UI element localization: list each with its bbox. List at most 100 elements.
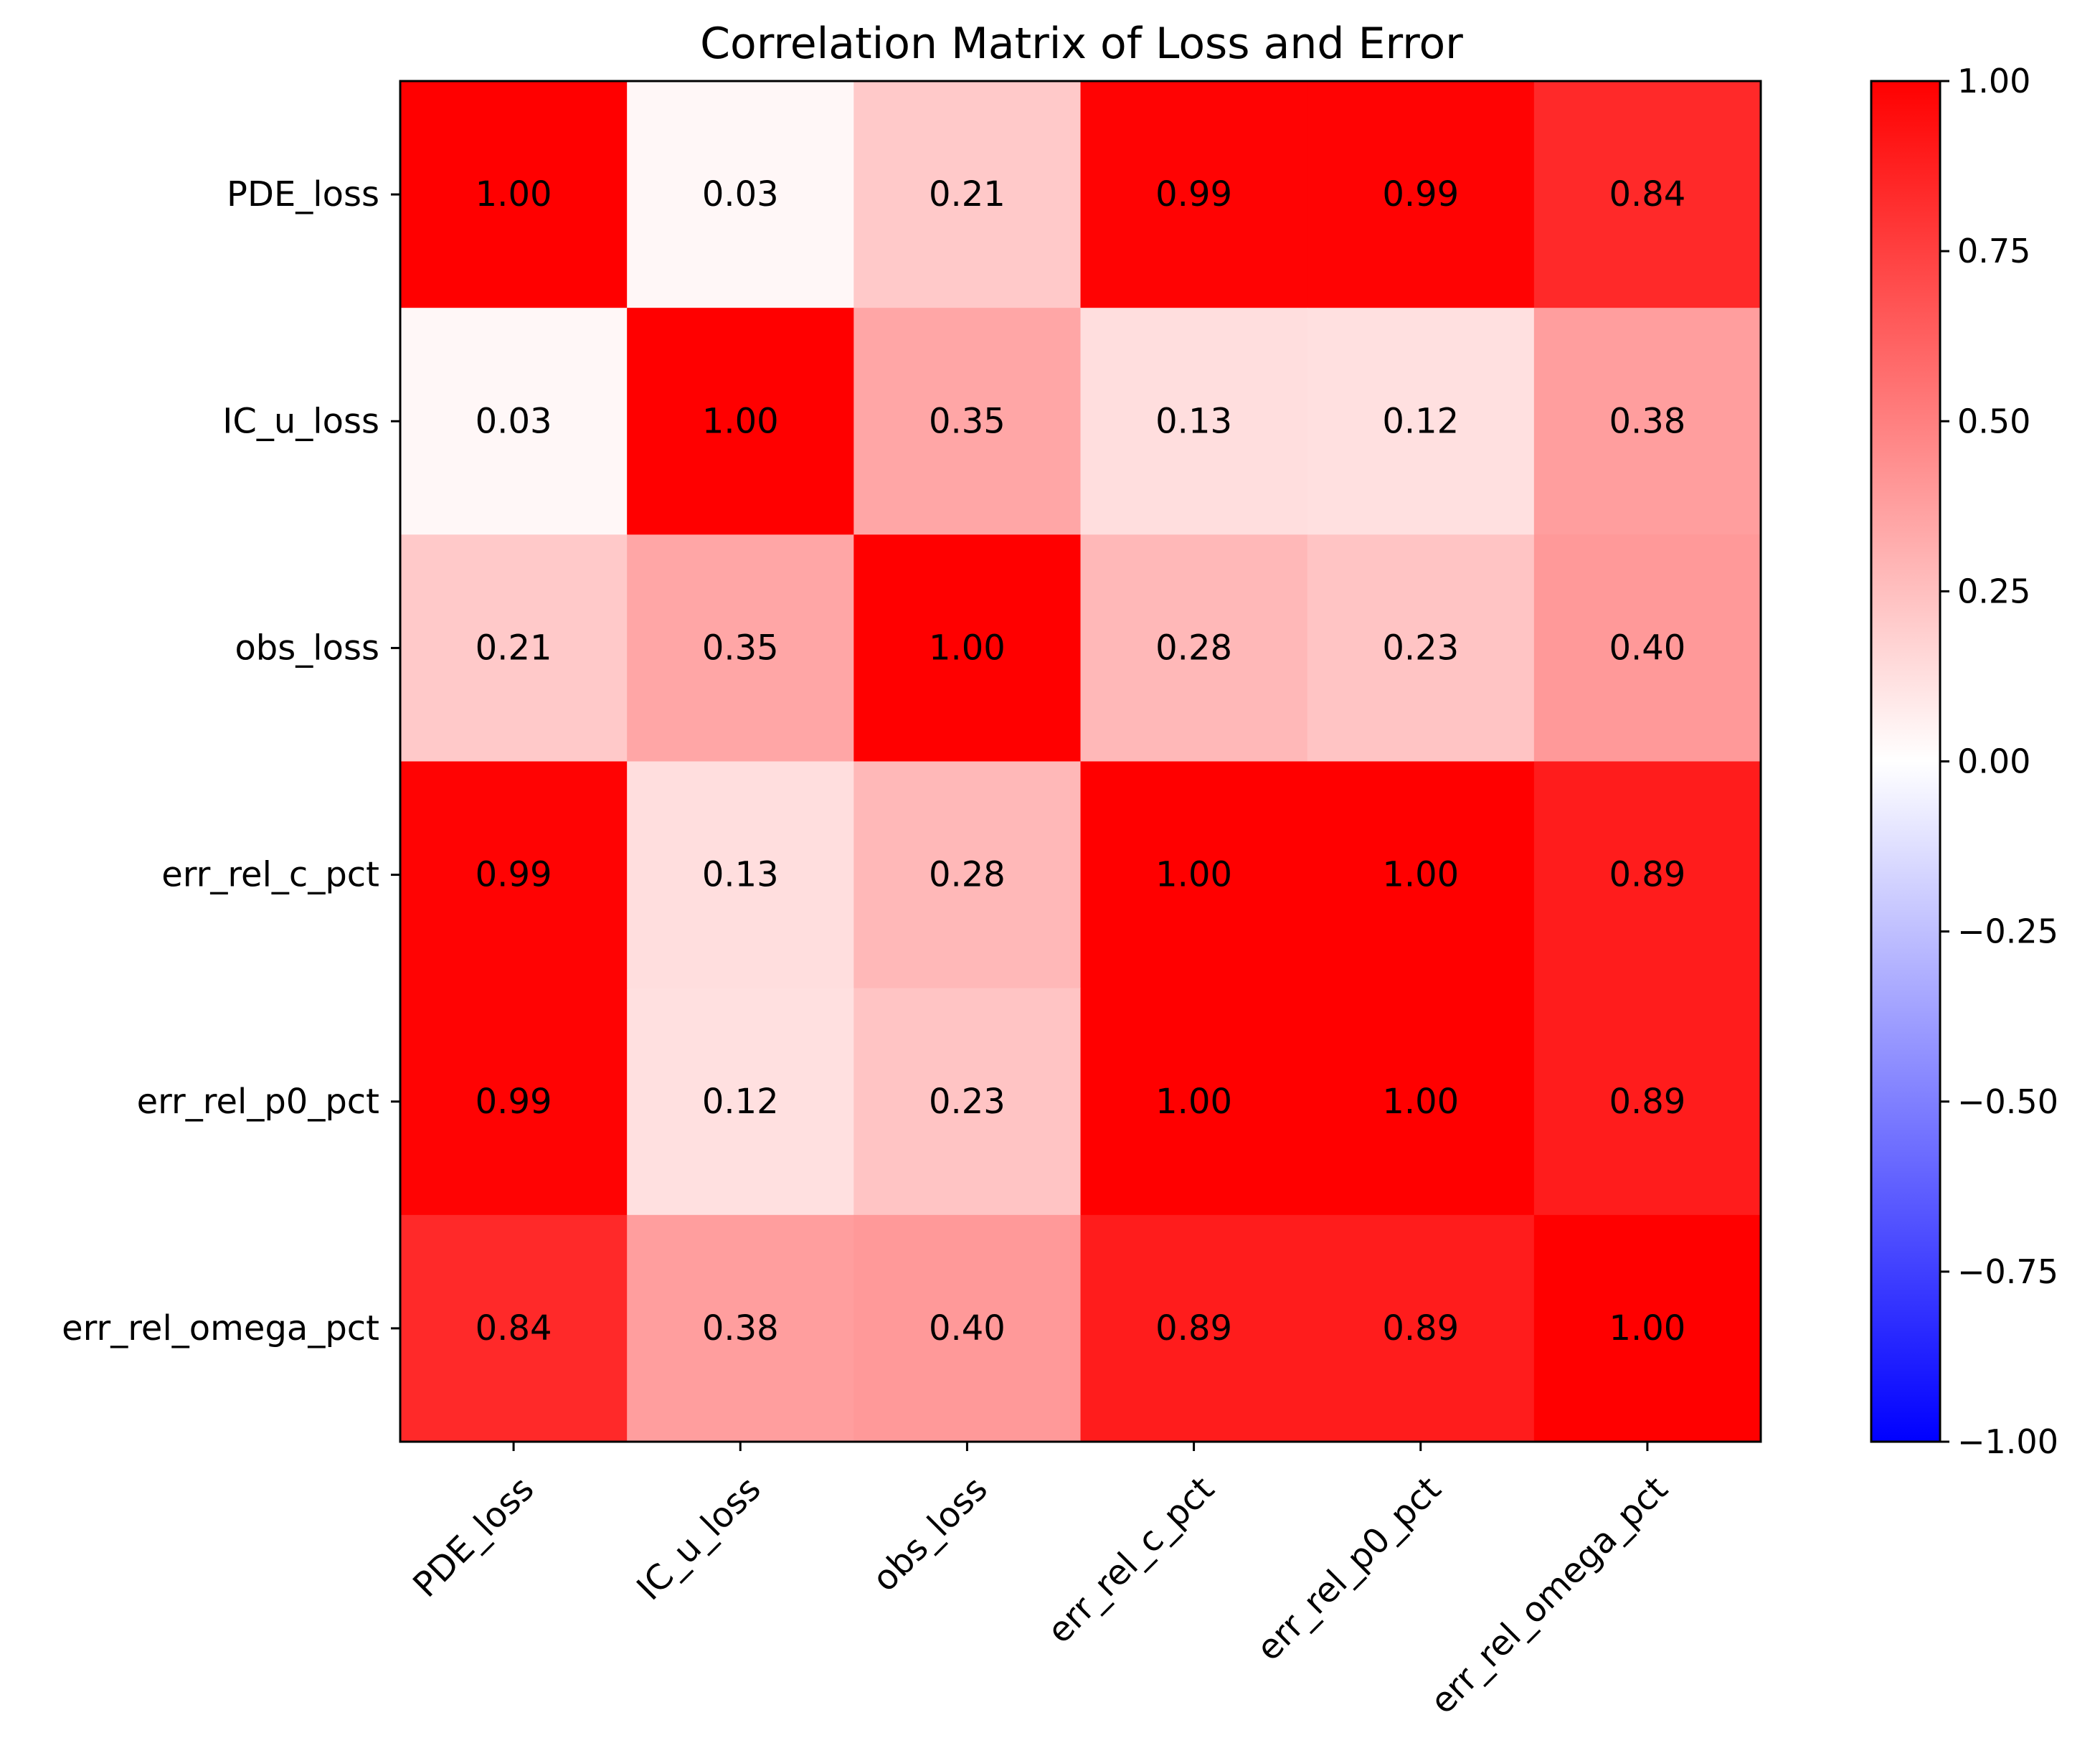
plot-frame <box>399 80 1762 1443</box>
y-axis: PDE_loss IC_u_loss obs_loss err_rel_c_pcter… <box>62 174 400 1348</box>
cell-value-label: 1.00 <box>929 628 1006 668</box>
colorbar-tick-label: 1.00 <box>1957 62 2030 100</box>
cell-value-label: 1.00 <box>476 174 552 214</box>
cell-value-label: 0.84 <box>1609 174 1685 214</box>
cell-value-label: 0.99 <box>476 855 552 895</box>
y-tick-label: PDE_loss <box>227 174 379 214</box>
colorbar-tick-label: 0.00 <box>1957 742 2030 781</box>
heatmap-cell <box>627 988 854 1216</box>
heatmap-cell <box>853 988 1082 1216</box>
cell-value-label: 1.00 <box>1382 1082 1459 1122</box>
heatmap-cell <box>1307 81 1535 308</box>
heatmap-cell <box>1307 1214 1535 1442</box>
cell-value-label: 0.89 <box>1609 855 1685 895</box>
colorbar-ticks: 1.00 0.75 0.50 0.25 0.00 −0.25 −0.50 −0.75 −1.00 <box>1940 62 2058 1461</box>
heatmap-cell <box>1307 761 1535 989</box>
cell-value-label: 1.00 <box>1609 1308 1685 1348</box>
heatmap-cell <box>1307 308 1535 535</box>
cell-value-label: 0.84 <box>476 1308 552 1348</box>
cell-value-label: 0.13 <box>1155 401 1232 441</box>
cell-value-labels: 1.00 0.03 0.21 0.99 0.99 0.84 0.03 1.00 0.35 0.13… <box>476 174 1686 1348</box>
cell-value-label: 1.00 <box>702 401 779 441</box>
y-tick-label: err_rel_omega_pct <box>62 1308 379 1348</box>
heatmap-cell <box>400 81 628 308</box>
cell-value-label: 0.13 <box>702 855 779 895</box>
cell-value-label: 0.99 <box>1382 174 1459 214</box>
heatmap-cell <box>853 534 1082 762</box>
colorbar-gradient <box>1870 80 1941 1443</box>
cell-value-label: 0.12 <box>702 1082 779 1122</box>
x-tick-label: err_rel_p0_pct <box>1249 1469 1449 1669</box>
heatmap-cell <box>1307 988 1535 1216</box>
cell-value-label: 0.23 <box>929 1082 1006 1122</box>
x-tick-label: IC_u_loss <box>629 1469 768 1608</box>
heatmap-cells <box>400 81 1761 1442</box>
heatmap-cell <box>400 308 628 535</box>
heatmap-cell <box>627 534 854 762</box>
colorbar-tick-label: −1.00 <box>1957 1422 2058 1461</box>
cell-value-label: 0.03 <box>476 401 552 441</box>
cell-value-label: 0.89 <box>1609 1082 1685 1122</box>
colorbar-tick-label: 0.75 <box>1957 232 2030 270</box>
y-tick-label: obs_loss <box>235 628 379 668</box>
heatmap-cell <box>1533 988 1761 1216</box>
cell-value-label: 0.03 <box>702 174 779 214</box>
cell-value-label: 0.23 <box>1382 628 1459 668</box>
heatmap-cell <box>400 761 628 989</box>
heatmap-cell <box>1307 534 1535 762</box>
colorbar: 1.00 0.75 0.50 0.25 0.00 −0.25 −0.50 −0.75 −1.00 <box>1870 62 2058 1461</box>
cell-value-label: 0.21 <box>476 628 552 668</box>
x-axis: PDE_loss IC_u_loss obs_loss err_rel_c_pct er… <box>405 1442 1675 1722</box>
cell-value-label: 0.38 <box>1609 401 1685 441</box>
heatmap-cell <box>400 534 628 762</box>
heatmap-cell <box>400 1214 628 1442</box>
cell-value-label: 0.38 <box>702 1308 779 1348</box>
colorbar-tick-label: −0.50 <box>1957 1082 2058 1121</box>
heatmap-cell <box>1533 81 1761 308</box>
heatmap-cell <box>1080 534 1308 762</box>
heatmap-cell <box>1080 761 1308 989</box>
heatmap-cell <box>853 81 1082 308</box>
heatmap-cell <box>1080 308 1308 535</box>
cell-value-label: 0.28 <box>1155 628 1232 668</box>
colorbar-tick-label: −0.75 <box>1957 1252 2058 1291</box>
heatmap-cell <box>627 761 854 989</box>
cell-value-label: 0.35 <box>929 401 1006 441</box>
cell-value-label: 0.28 <box>929 855 1006 895</box>
y-tick-label: err_rel_p0_pct <box>137 1082 379 1122</box>
heatmap-cell <box>1080 988 1308 1216</box>
cell-value-label: 0.89 <box>1382 1308 1459 1348</box>
heatmap-cell <box>1533 761 1761 989</box>
colorbar-tick-label: 0.25 <box>1957 572 2030 610</box>
heatmap-cell <box>853 1214 1082 1442</box>
cell-value-label: 0.40 <box>929 1308 1006 1348</box>
cell-value-label: 0.35 <box>702 628 779 668</box>
y-tick-label: IC_u_loss <box>222 401 379 441</box>
chart-title: Correlation Matrix of Loss and Error <box>700 19 1463 69</box>
cell-value-label: 1.00 <box>1382 855 1459 895</box>
heatmap-cell <box>627 308 854 535</box>
x-tick-label: err_rel_omega_pct <box>1423 1469 1676 1722</box>
cell-value-label: 1.00 <box>1155 1082 1232 1122</box>
cell-value-label: 0.99 <box>1155 174 1232 214</box>
heatmap-cell <box>1533 534 1761 762</box>
cell-value-label: 0.12 <box>1382 401 1459 441</box>
cell-value-label: 0.89 <box>1155 1308 1232 1348</box>
heatmap-cell <box>853 308 1082 535</box>
heatmap-cell <box>627 1214 854 1442</box>
heatmap-cell <box>627 81 854 308</box>
heatmap-cell <box>1533 308 1761 535</box>
x-tick-label: PDE_loss <box>405 1469 541 1605</box>
colorbar-tick-label: −0.25 <box>1957 912 2058 951</box>
heatmap-cell <box>400 988 628 1216</box>
cell-value-label: 0.40 <box>1609 628 1685 668</box>
x-tick-label: err_rel_c_pct <box>1040 1469 1222 1651</box>
heatmap-cell <box>853 761 1082 989</box>
colorbar-tick-label: 0.50 <box>1957 402 2030 440</box>
cell-value-label: 1.00 <box>1155 855 1232 895</box>
heatmap-cell <box>1533 1214 1761 1442</box>
x-tick-label: obs_loss <box>865 1469 995 1600</box>
heatmap-cell <box>1080 1214 1308 1442</box>
y-tick-label: err_rel_c_pct <box>161 855 379 895</box>
